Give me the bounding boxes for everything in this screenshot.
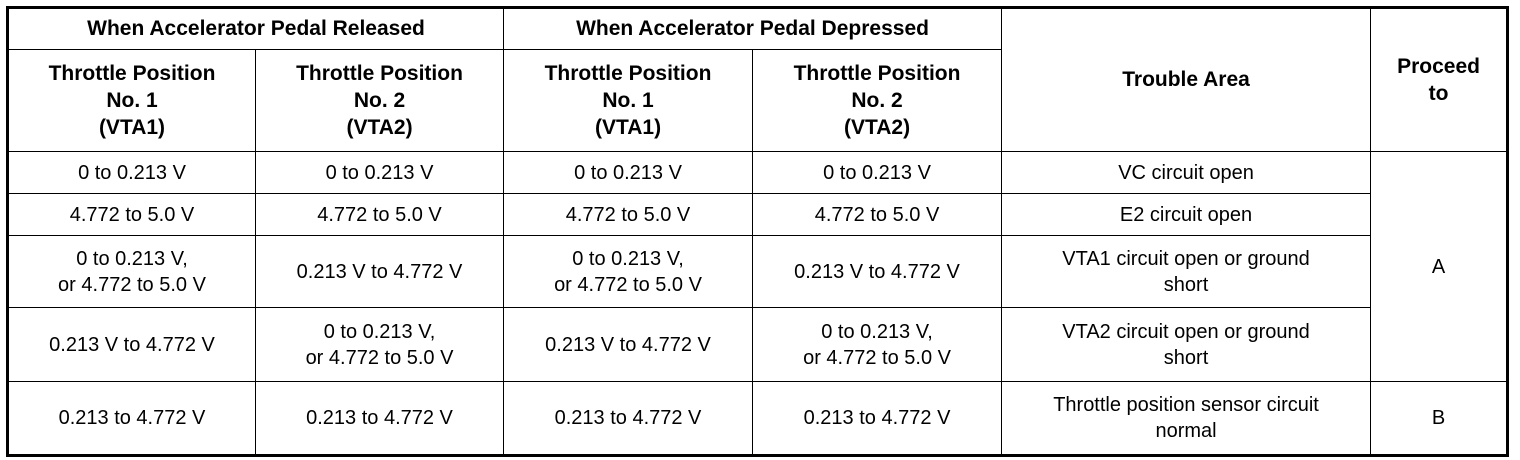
- cell-value: A: [1431, 255, 1446, 278]
- cell-value: 0.213 V to 4.772 V: [794, 260, 960, 283]
- cell-value: 0.213 to 4.772 V: [554, 407, 702, 429]
- table-row: 4.772 to 5.0 V 4.772 to 5.0 V 4.772 to 5…: [7, 193, 1508, 236]
- header-tp2-depressed-label: Throttle Position No. 2 (VTA2): [793, 61, 961, 140]
- cell-trouble-area: Throttle position sensor circuit normal: [1001, 381, 1372, 456]
- header-tp2-released-label: Throttle Position No. 2 (VTA2): [296, 61, 463, 140]
- cell-released-vta2: 0 to 0.213 V: [254, 151, 505, 194]
- cell-depressed-vta1: 0 to 0.213 V, or 4.772 to 5.0 V: [503, 235, 754, 308]
- cell-value: 0.213 to 4.772 V: [306, 407, 453, 429]
- cell-depressed-vta2: 4.772 to 5.0 V: [752, 193, 1003, 236]
- cell-value: VTA2 circuit open or ground short: [1062, 320, 1310, 369]
- header-depressed-group: When Accelerator Pedal Depressed: [503, 7, 1003, 50]
- table-row: 0 to 0.213 V, or 4.772 to 5.0 V 0.213 V …: [7, 235, 1508, 308]
- table-row: 0.213 V to 4.772 V 0 to 0.213 V, or 4.77…: [7, 307, 1508, 382]
- cell-value: VC circuit open: [1118, 161, 1254, 184]
- cell-released-vta1: 0 to 0.213 V: [7, 151, 256, 194]
- header-tp1-released: Throttle Position No. 1 (VTA1): [7, 49, 256, 152]
- cell-trouble-area: E2 circuit open: [1001, 193, 1372, 236]
- header-trouble-area-label: Trouble Area: [1122, 68, 1250, 92]
- cell-depressed-vta2: 0 to 0.213 V: [752, 151, 1003, 194]
- header-proceed-to: Proceed to: [1370, 7, 1509, 152]
- table-row: 0.213 to 4.772 V 0.213 to 4.772 V 0.213 …: [7, 381, 1509, 456]
- cell-value: 0.213 V to 4.772 V: [296, 260, 463, 283]
- header-trouble-area: Trouble Area: [1001, 7, 1372, 152]
- cell-released-vta1: 0.213 V to 4.772 V: [7, 307, 256, 382]
- header-column-row: Throttle Position No. 1 (VTA1) Throttle …: [7, 49, 1508, 152]
- cell-depressed-vta1: 4.772 to 5.0 V: [503, 193, 754, 236]
- cell-released-vta2: 0 to 0.213 V, or 4.772 to 5.0 V: [254, 307, 505, 382]
- table-row: 0 to 0.213 V 0 to 0.213 V 0 to 0.213 V 0…: [7, 151, 1509, 382]
- cell-proceed-b: B: [1370, 381, 1509, 456]
- throttle-position-table: When Accelerator Pedal Released When Acc…: [6, 6, 1510, 457]
- cell-value: 0 to 0.213 V, or 4.772 to 5.0 V: [554, 247, 702, 296]
- header-released-group-label: When Accelerator Pedal Released: [87, 17, 425, 41]
- header-depressed-group-label: When Accelerator Pedal Depressed: [576, 17, 929, 41]
- cell-value: E2 circuit open: [1119, 203, 1253, 226]
- cell-value: 4.772 to 5.0 V: [317, 203, 442, 226]
- cell-value: 4.772 to 5.0 V: [69, 203, 195, 226]
- header-tp2-released: Throttle Position No. 2 (VTA2): [254, 49, 505, 152]
- cell-depressed-vta1: 0.213 to 4.772 V: [503, 381, 754, 456]
- header-tp2-depressed: Throttle Position No. 2 (VTA2): [752, 49, 1003, 152]
- header-released-group: When Accelerator Pedal Released: [6, 7, 505, 50]
- cell-value: 0 to 0.213 V: [78, 161, 186, 184]
- cell-proceed-a: A: [1370, 151, 1509, 382]
- header-group-row: When Accelerator Pedal Released When Acc…: [6, 7, 1509, 152]
- cell-value: 4.772 to 5.0 V: [814, 203, 940, 226]
- cell-released-vta2: 4.772 to 5.0 V: [254, 193, 505, 236]
- cell-value: VTA1 circuit open or ground short: [1062, 247, 1310, 296]
- cell-value: 0.213 V to 4.772 V: [545, 333, 711, 356]
- cell-released-vta1: 4.772 to 5.0 V: [7, 193, 256, 236]
- cell-depressed-vta2: 0.213 V to 4.772 V: [752, 235, 1003, 308]
- cell-value: 0 to 0.213 V: [574, 161, 682, 184]
- cell-value: 0 to 0.213 V, or 4.772 to 5.0 V: [305, 320, 454, 369]
- cell-depressed-vta1: 0 to 0.213 V: [503, 151, 754, 194]
- cell-value: 4.772 to 5.0 V: [565, 203, 691, 226]
- cell-value: 0.213 to 4.772 V: [58, 407, 206, 429]
- cell-value: 0 to 0.213 V: [325, 161, 434, 184]
- cell-depressed-vta1: 0.213 V to 4.772 V: [503, 307, 754, 382]
- cell-value: 0 to 0.213 V: [823, 161, 931, 184]
- header-proceed-to-label: Proceed to: [1397, 54, 1480, 105]
- cell-depressed-vta2: 0.213 to 4.772 V: [752, 381, 1003, 456]
- header-tp1-depressed: Throttle Position No. 1 (VTA1): [503, 49, 754, 152]
- cell-value: Throttle position sensor circuit normal: [1053, 394, 1319, 442]
- cell-value: 0.213 V to 4.772 V: [49, 333, 215, 356]
- cell-released-vta2: 0.213 to 4.772 V: [254, 381, 505, 456]
- cell-depressed-vta2: 0 to 0.213 V, or 4.772 to 5.0 V: [752, 307, 1003, 382]
- cell-value: 0.213 to 4.772 V: [803, 407, 951, 429]
- cell-released-vta1: 0.213 to 4.772 V: [7, 381, 256, 456]
- cell-released-vta2: 0.213 V to 4.772 V: [254, 235, 505, 308]
- cell-value: B: [1431, 407, 1446, 429]
- cell-value: 0 to 0.213 V, or 4.772 to 5.0 V: [803, 320, 951, 369]
- header-tp1-released-label: Throttle Position No. 1 (VTA1): [48, 61, 216, 140]
- header-tp1-depressed-label: Throttle Position No. 1 (VTA1): [544, 61, 712, 140]
- cell-trouble-area: VC circuit open: [1001, 151, 1372, 194]
- cell-value: 0 to 0.213 V, or 4.772 to 5.0 V: [58, 247, 206, 296]
- cell-released-vta1: 0 to 0.213 V, or 4.772 to 5.0 V: [7, 235, 256, 308]
- cell-trouble-area: VTA2 circuit open or ground short: [1001, 307, 1372, 382]
- cell-trouble-area: VTA1 circuit open or ground short: [1001, 235, 1372, 308]
